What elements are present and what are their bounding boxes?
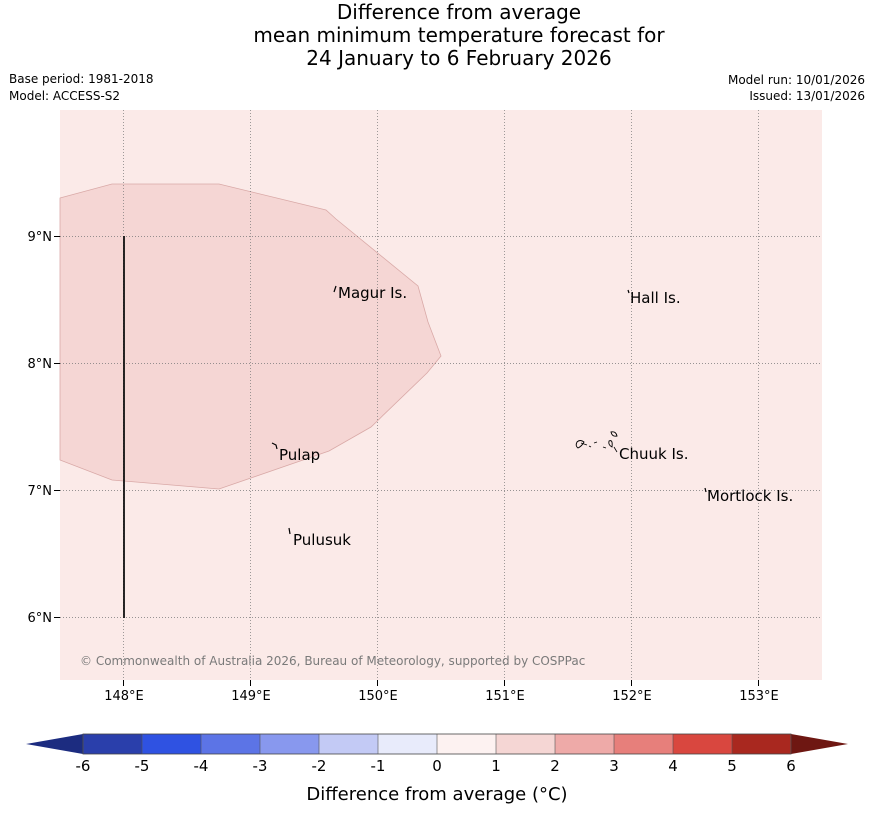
colorbar-swatch (378, 734, 438, 754)
colorbar-tick-label: -1 (371, 757, 386, 775)
colorbar-tick-label: 0 (432, 757, 442, 775)
place-label-pulap: Pulap (279, 446, 320, 464)
colorbar-tick-label: -5 (135, 757, 150, 775)
colorbar-tick-label: -4 (194, 757, 209, 775)
y-tick-label: 8°N (28, 357, 53, 372)
colorbar-tick-label: 5 (727, 757, 737, 775)
colorbar-under-arrow (26, 734, 83, 754)
base-period-text: Base period: 1981-2018 (9, 72, 154, 86)
colorbar-swatch (83, 734, 143, 754)
colorbar-tick-label: 6 (786, 757, 796, 775)
x-tick-label: 152°E (612, 689, 652, 704)
colorbar-tick-label: 4 (668, 757, 678, 775)
x-axis-labels: 148°E 149°E 150°E 151°E 152°E 153°E (104, 689, 779, 704)
place-label-magur: Magur Is. (338, 284, 407, 302)
chuuk-lagoon-islands (575, 431, 618, 453)
colorbar-tick-label: 1 (491, 757, 501, 775)
mortlock-island-shape (704, 487, 707, 493)
x-tick-label: 153°E (739, 689, 779, 704)
model-text: Model: ACCESS-S2 (9, 89, 121, 103)
colorbar-over-arrow (791, 734, 848, 754)
colorbar-swatch (142, 734, 202, 754)
colorbar-swatch (319, 734, 379, 754)
colorbar-swatch (555, 734, 615, 754)
colorbar-swatch (614, 734, 674, 754)
title-line-2: mean minimum temperature forecast for (253, 23, 665, 47)
colorbar-tick-label: -6 (76, 757, 91, 775)
title-line-1: Difference from average (336, 0, 582, 24)
hall-island-shape (627, 289, 630, 294)
colorbar-swatch (496, 734, 556, 754)
colorbar-swatch (201, 734, 261, 754)
x-tick-label: 148°E (104, 689, 144, 704)
colorbar-tick-label: -3 (253, 757, 268, 775)
anomaly-region-1-to-2 (59, 183, 442, 490)
copyright-text: © Commonwealth of Australia 2026, Bureau… (80, 654, 585, 668)
place-label-hall: Hall Is. (630, 289, 681, 307)
place-labels: Magur Is. Hall Is. Pulap Chuuk Is. Mortl… (279, 284, 793, 549)
colorbar-tick-labels: -6 -5 -4 -3 -2 -1 0 1 2 3 4 5 6 (76, 757, 796, 775)
y-axis-labels: 9°N 8°N 7°N 6°N (28, 230, 53, 626)
colorbar-swatch (732, 734, 792, 754)
y-tick-label: 7°N (28, 484, 53, 499)
place-label-chuuk: Chuuk Is. (619, 445, 688, 463)
x-tick-label: 150°E (358, 689, 398, 704)
tick-marks (54, 236, 759, 686)
y-tick-label: 9°N (28, 230, 53, 245)
colorbar-tick-label: 3 (609, 757, 619, 775)
colorbar-swatches (82, 733, 792, 755)
x-tick-label: 149°E (231, 689, 271, 704)
colorbar-label: Difference from average (°C) (306, 784, 567, 805)
pulusuk-island-shape (288, 527, 291, 535)
place-label-pulusuk: Pulusuk (293, 531, 351, 549)
colorbar-ticks (82, 734, 792, 754)
colorbar-tick-label: 2 (550, 757, 560, 775)
colorbar-swatch (437, 734, 497, 754)
magur-island-shape (333, 285, 337, 293)
island-markers (271, 285, 707, 535)
pulap-island-shape (271, 442, 278, 450)
colorbar-swatch (673, 734, 733, 754)
place-label-mortlock: Mortlock Is. (707, 487, 793, 505)
x-tick-label: 151°E (485, 689, 525, 704)
colorbar-tick-label: -2 (312, 757, 327, 775)
issued-text: Issued: 13/01/2026 (749, 89, 865, 103)
y-tick-label: 6°N (28, 611, 53, 626)
model-run-text: Model run: 10/01/2026 (727, 73, 865, 87)
colorbar-swatch (260, 734, 320, 754)
colorbar: -6 -5 -4 -3 -2 -1 0 1 2 3 4 5 6 (26, 733, 848, 775)
title-line-3: 24 January to 6 February 2026 (306, 46, 612, 70)
